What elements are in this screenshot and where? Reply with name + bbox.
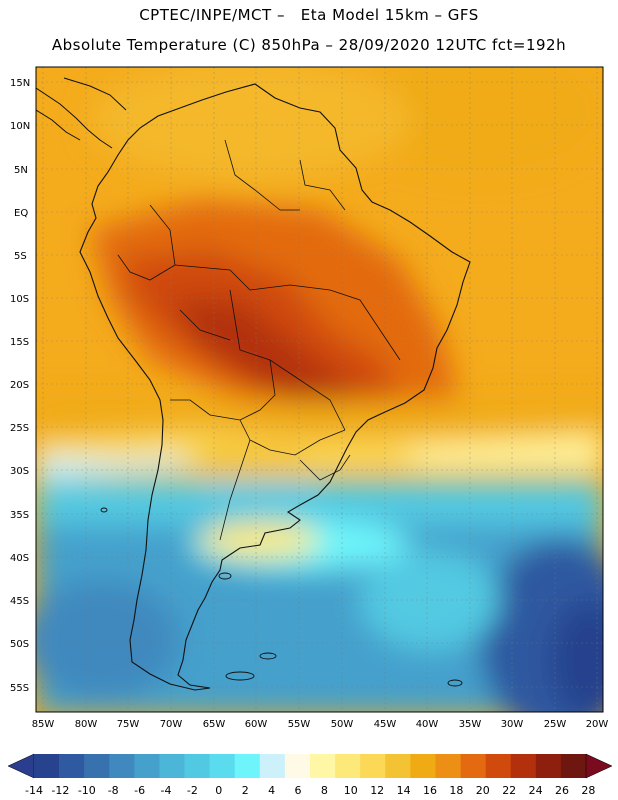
lon-label: 55W (288, 719, 311, 730)
colorbar-label: -2 (187, 784, 198, 797)
lat-label: 45S (10, 596, 29, 607)
lat-label: 40S (10, 553, 29, 564)
lon-label: 60W (245, 719, 268, 730)
colorbar-label: 18 (449, 784, 463, 797)
colorbar-labels: -14 -12 -10 -8 -6 -4 -2 0 2 4 6 8 10 12 … (25, 784, 595, 797)
lon-label: 40W (416, 719, 439, 730)
lat-label: 55S (10, 683, 29, 694)
lon-label: 80W (75, 719, 98, 730)
colorbar-swatch (510, 754, 537, 778)
colorbar-swatch (134, 754, 160, 778)
colorbar-label: 0 (215, 784, 222, 797)
lon-label: 70W (160, 719, 183, 730)
colorbar-label: 10 (344, 784, 358, 797)
colorbar-label: 28 (581, 784, 595, 797)
lon-label: 75W (117, 719, 140, 730)
colorbar-swatch (435, 754, 461, 778)
title-line-2: Absolute Temperature (C) 850hPa – 28/09/… (51, 36, 567, 54)
colorbar-label: 20 (476, 784, 490, 797)
lat-label: 15S (10, 337, 29, 348)
colorbar-swatch (485, 754, 512, 778)
lat-label: 10S (10, 294, 29, 305)
lat-label: 25S (10, 423, 29, 434)
colorbar-swatch (310, 754, 336, 778)
lat-label: 5S (14, 251, 27, 262)
lat-label: 20S (10, 380, 29, 391)
colorbar-label: -10 (78, 784, 96, 797)
lon-label: 35W (459, 719, 482, 730)
lon-label: 50W (331, 719, 354, 730)
colorbar-swatches (34, 754, 587, 778)
colorbar-swatch (259, 754, 286, 778)
colorbar-label: 6 (295, 784, 302, 797)
colorbar-swatch (159, 754, 185, 778)
lat-label: 5N (14, 165, 28, 176)
colorbar-label: 22 (502, 784, 516, 797)
colorbar-swatch (385, 754, 411, 778)
colorbar-swatch (360, 754, 386, 778)
colorbar-label: -12 (51, 784, 69, 797)
colorbar-label: -4 (161, 784, 172, 797)
colorbar-swatch (410, 754, 436, 778)
colorbar-swatch (59, 754, 85, 778)
colorbar-under-arrow (7, 753, 35, 779)
lat-label: EQ (14, 208, 28, 219)
lon-label: 45W (374, 719, 397, 730)
lat-label: 10N (10, 121, 30, 132)
colorbar-swatch (535, 754, 562, 778)
lon-label: 30W (501, 719, 524, 730)
colorbar-label: 4 (268, 784, 275, 797)
colorbar-swatch (209, 754, 236, 778)
colorbar-label: -14 (25, 784, 43, 797)
colorbar-label: 14 (397, 784, 411, 797)
colorbar: -14 -12 -10 -8 -6 -4 -2 0 2 4 6 8 10 12 … (7, 753, 613, 797)
colorbar-label: 12 (370, 784, 384, 797)
colorbar-over-arrow (585, 753, 613, 779)
lon-label: 65W (203, 719, 226, 730)
lat-label: 50S (10, 639, 29, 650)
lat-label: 30S (10, 466, 29, 477)
colorbar-swatch (234, 754, 261, 778)
colorbar-label: 24 (529, 784, 543, 797)
lon-label: 20W (586, 719, 609, 730)
colorbar-swatch (84, 754, 110, 778)
colorbar-label: 8 (321, 784, 328, 797)
lat-label: 35S (10, 510, 29, 521)
colorbar-label: -8 (108, 784, 119, 797)
latitude-labels: 15N 10N 5N EQ 5S 10S 15S 20S 25S 30S 35S… (10, 78, 30, 694)
temperature-field (36, 67, 603, 712)
colorbar-label: 26 (555, 784, 569, 797)
colorbar-swatch (335, 754, 361, 778)
lon-label: 25W (544, 719, 567, 730)
coastline (79, 83, 471, 691)
colorbar-label: -6 (134, 784, 145, 797)
colorbar-swatch (460, 754, 486, 778)
colorbar-swatch (560, 754, 587, 778)
colorbar-label: 2 (242, 784, 249, 797)
colorbar-swatch (34, 754, 60, 778)
lon-label: 85W (32, 719, 55, 730)
colorbar-swatch (284, 754, 311, 778)
longitude-labels: 85W 80W 75W 70W 65W 60W 55W 50W 45W 40W … (32, 719, 609, 730)
colorbar-swatch (184, 754, 210, 778)
title-line-1: CPTEC/INPE/MCT – Eta Model 15km – GFS (139, 6, 479, 24)
colorbar-swatch (109, 754, 135, 778)
colorbar-label: 16 (423, 784, 437, 797)
lat-label: 15N (10, 78, 30, 89)
